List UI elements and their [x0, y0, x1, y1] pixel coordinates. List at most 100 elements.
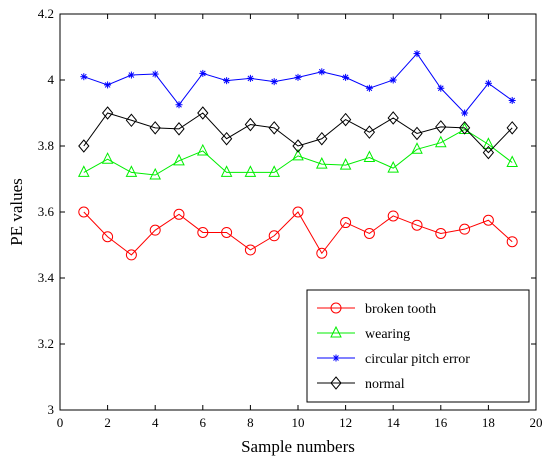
data-point-broken-tooth — [149, 224, 161, 236]
data-point-normal — [435, 120, 447, 134]
series-wearing — [77, 122, 519, 180]
data-point-broken-tooth — [244, 244, 256, 256]
x-tick-label: 0 — [57, 415, 64, 430]
data-point-circular-pitch-error — [151, 70, 159, 78]
data-point-broken-tooth — [125, 249, 137, 261]
data-point-wearing — [196, 143, 209, 156]
data-point-circular-pitch-error — [484, 79, 492, 87]
legend-marker — [330, 302, 342, 314]
data-point-broken-tooth — [173, 208, 185, 220]
x-tick-label: 8 — [247, 415, 254, 430]
data-point-normal — [292, 139, 304, 153]
data-point-wearing — [292, 148, 304, 161]
data-point-normal — [125, 113, 138, 128]
data-point-broken-tooth — [340, 217, 352, 229]
legend-entry-wearing: wearing — [317, 325, 410, 342]
legend-entry-circular-pitch-error: circular pitch error — [317, 352, 470, 367]
data-point-circular-pitch-error — [413, 50, 421, 58]
data-point-wearing — [77, 165, 90, 177]
legend-label: normal — [365, 377, 405, 392]
data-point-broken-tooth — [387, 210, 399, 222]
data-point-normal — [387, 111, 399, 125]
data-point-normal — [78, 139, 90, 153]
data-point-broken-tooth — [268, 230, 280, 242]
data-point-wearing — [363, 150, 376, 163]
data-point-normal — [173, 122, 185, 136]
data-point-normal — [363, 125, 376, 139]
data-point-wearing — [244, 165, 257, 177]
data-point-circular-pitch-error — [389, 76, 397, 84]
data-point-normal — [411, 126, 423, 141]
legend-entry-normal: normal — [317, 376, 405, 392]
data-point-broken-tooth — [78, 206, 90, 218]
data-point-normal — [482, 145, 495, 160]
x-tick-label: 16 — [434, 415, 448, 430]
data-point-wearing — [339, 158, 352, 170]
series-circular-pitch-error — [80, 50, 516, 117]
x-tick-label: 6 — [200, 415, 207, 430]
data-point-circular-pitch-error — [175, 101, 183, 109]
data-point-circular-pitch-error — [104, 81, 112, 89]
data-point-normal — [244, 117, 257, 132]
data-point-broken-tooth — [411, 219, 423, 231]
x-tick-label: 4 — [152, 415, 159, 430]
data-point-circular-pitch-error — [437, 84, 445, 92]
y-tick-label: 3.6 — [38, 204, 55, 219]
legend-label: circular pitch error — [365, 352, 470, 367]
y-tick-label: 3.8 — [38, 138, 54, 153]
x-tick-label: 12 — [339, 415, 352, 430]
x-axis-title: Sample numbers — [241, 437, 355, 456]
data-point-broken-tooth — [459, 223, 471, 235]
data-point-broken-tooth — [506, 236, 518, 248]
data-point-broken-tooth — [316, 247, 328, 259]
data-point-normal — [339, 112, 352, 127]
data-point-broken-tooth — [221, 226, 233, 238]
data-point-normal — [149, 121, 161, 135]
data-point-normal — [316, 131, 328, 146]
legend-entry-broken-tooth: broken tooth — [317, 302, 436, 317]
data-point-wearing — [149, 167, 162, 180]
data-point-wearing — [506, 155, 519, 167]
data-point-normal — [197, 106, 209, 120]
legend-label: broken tooth — [365, 302, 436, 317]
data-point-wearing — [268, 165, 281, 177]
series-broken-tooth — [78, 206, 518, 261]
x-tick-label: 10 — [292, 415, 305, 430]
y-tick-label: 3.4 — [38, 270, 55, 285]
data-point-broken-tooth — [482, 214, 494, 226]
legend-marker — [330, 376, 342, 390]
data-point-wearing — [315, 157, 328, 169]
data-point-broken-tooth — [102, 231, 114, 243]
data-point-normal — [506, 121, 518, 135]
data-point-circular-pitch-error — [365, 84, 373, 92]
x-tick-label: 18 — [482, 415, 495, 430]
data-point-circular-pitch-error — [199, 69, 207, 77]
y-axis-title: PE values — [7, 178, 26, 246]
legend-label: wearing — [365, 327, 410, 342]
x-tick-label: 2 — [104, 415, 111, 430]
data-point-circular-pitch-error — [508, 96, 516, 104]
data-point-wearing — [125, 165, 138, 177]
data-point-circular-pitch-error — [80, 73, 88, 81]
data-point-wearing — [411, 142, 423, 154]
data-point-normal — [458, 121, 471, 135]
data-point-broken-tooth — [435, 227, 447, 239]
legend-marker — [332, 354, 340, 362]
y-tick-label: 4 — [48, 72, 55, 87]
data-point-normal — [101, 106, 114, 120]
data-point-wearing — [434, 135, 447, 148]
legend: broken tooth wearing circular pitch error n… — [306, 289, 530, 403]
data-point-circular-pitch-error — [246, 74, 254, 82]
legend-marker — [330, 325, 342, 338]
data-point-circular-pitch-error — [127, 71, 135, 79]
axis-ticks: 0 2 4 6 8 10 12 14 16 18 20 3 3.2 3.4 3.6 3.8 4 4.2 — [38, 6, 543, 430]
y-tick-label: 3.2 — [38, 336, 54, 351]
series-normal — [78, 106, 518, 160]
data-point-circular-pitch-error — [294, 73, 302, 81]
data-point-normal — [220, 131, 233, 146]
data-point-normal — [268, 121, 280, 135]
data-point-wearing — [220, 165, 233, 177]
data-point-wearing — [173, 153, 185, 166]
data-point-wearing — [482, 137, 495, 149]
